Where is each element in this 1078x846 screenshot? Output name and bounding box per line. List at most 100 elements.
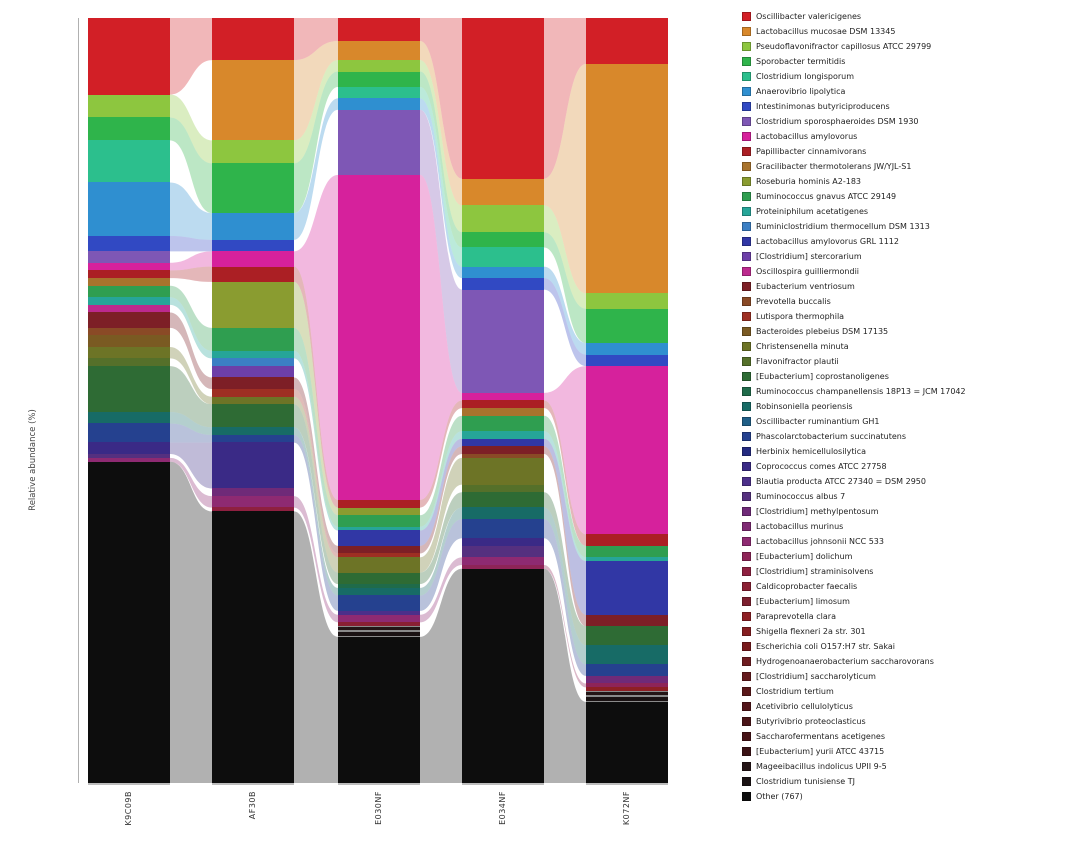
bar-baseline: [462, 783, 544, 785]
legend-label: Blautia producta ATCC 27340 = DSM 2950: [756, 477, 926, 486]
legend-item: Other (767): [742, 789, 966, 804]
bar-segment: [462, 289, 544, 393]
bar-baseline: [212, 783, 294, 785]
bar-E034NF: [462, 18, 544, 783]
legend-item: Lactobacillus mucosae DSM 13345: [742, 24, 966, 39]
bar-segment: [212, 434, 294, 443]
legend-item: Acetivibrio cellulolyticus: [742, 699, 966, 714]
legend-swatch: [742, 27, 751, 36]
bar-segment: [586, 645, 668, 665]
bar-baseline: [88, 783, 170, 785]
bar-segment: [462, 457, 544, 485]
legend-label: Saccharofermentans acetigenes: [756, 732, 885, 741]
legend-swatch: [742, 267, 751, 276]
legend-swatch: [742, 297, 751, 306]
legend-label: Lactobacillus murinus: [756, 522, 844, 531]
bar-K9C09B: [88, 18, 170, 783]
legend-label: Hydrogenoanaerobacterium saccharovorans: [756, 657, 934, 666]
legend-swatch: [742, 87, 751, 96]
bar-segment: [462, 205, 544, 233]
bar-segment: [88, 94, 170, 118]
bar-segment: [586, 683, 668, 688]
bar-segment: [88, 453, 170, 458]
bar-segment: [88, 251, 170, 263]
bar-segment: [338, 71, 420, 87]
legend-swatch: [742, 282, 751, 291]
legend-item: Shigella flexneri 2a str. 301: [742, 624, 966, 639]
bar-segment: [462, 438, 544, 447]
legend-swatch: [742, 717, 751, 726]
bar-segment: [88, 346, 170, 359]
bar-segment: [212, 266, 294, 282]
bar-segment: [212, 18, 294, 61]
legend-swatch: [742, 387, 751, 396]
legend-label: Ruminococcus albus 7: [756, 492, 846, 501]
legend-swatch: [742, 447, 751, 456]
bar-segment: [338, 526, 420, 531]
bar-segment: [88, 358, 170, 366]
legend-item: Herbinix hemicellulosilytica: [742, 444, 966, 459]
bar-segment: [212, 488, 294, 496]
legend-item: [Eubacterium] yurii ATCC 43715: [742, 744, 966, 759]
bar-baseline: [586, 783, 668, 785]
legend-swatch: [742, 147, 751, 156]
legend-label: Sporobacter termitidis: [756, 57, 846, 66]
bar-segment: [338, 18, 420, 41]
bar-segment: [338, 98, 420, 110]
bar-segment: [88, 365, 170, 412]
bar-segment: [338, 572, 420, 584]
bar-segment: [462, 568, 544, 783]
legend-label: Oscillospira guilliermondii: [756, 267, 860, 276]
bar-segment: [462, 507, 544, 519]
bar-segment: [462, 538, 544, 546]
bar-segment: [88, 304, 170, 313]
bar-AF30B: [212, 18, 294, 783]
bar-segment: [212, 213, 294, 240]
bar-segment: [338, 86, 420, 99]
legend-label: [Eubacterium] coprostanoligenes: [756, 372, 889, 381]
legend-swatch: [742, 552, 751, 561]
bar-segment: [88, 270, 170, 279]
legend-item: Lactobacillus murinus: [742, 519, 966, 534]
bar-K072NF: [586, 18, 668, 783]
bar-segment: [586, 691, 668, 697]
legend-item: [Clostridium] stercorarium: [742, 249, 966, 264]
bar-segment: [88, 117, 170, 141]
legend-label: Roseburia hominis A2-183: [756, 177, 861, 186]
legend-swatch: [742, 567, 751, 576]
bar-segment: [462, 453, 544, 458]
legend-item: Christensenella minuta: [742, 339, 966, 354]
bar-segment: [338, 499, 420, 508]
legend-swatch: [742, 672, 751, 681]
legend-item: [Eubacterium] limosum: [742, 594, 966, 609]
bar-segment: [586, 687, 668, 692]
bar-segment: [338, 507, 420, 516]
bar-segment: [212, 365, 294, 378]
bar-segment: [212, 327, 294, 351]
legend-label: [Clostridium] stercorarium: [756, 252, 862, 261]
bar-segment: [462, 431, 544, 439]
legend-swatch: [742, 492, 751, 501]
x-tick-label: K9C09B: [124, 791, 133, 826]
legend-swatch: [742, 417, 751, 426]
legend-label: Lactobacillus mucosae DSM 13345: [756, 27, 896, 36]
legend-label: Eubacterium ventriosum: [756, 282, 855, 291]
legend-item: Flavonifractor plautii: [742, 354, 966, 369]
bar-segment: [462, 557, 544, 565]
legend-label: Intestinimonas butyriciproducens: [756, 102, 890, 111]
bar-segment: [88, 285, 170, 298]
bar-segment: [212, 396, 294, 405]
y-axis-label: Relative abundance (%): [28, 409, 38, 511]
bar-segment: [338, 545, 420, 554]
legend-label: Ruminococcus champanellensis 18P13 = JCM…: [756, 387, 966, 396]
legend-label: Robinsoniella peoriensis: [756, 402, 853, 411]
legend-item: Anaerovibrio lipolytica: [742, 84, 966, 99]
plot-area: Relative abundance (%) 100806040200K9C09…: [28, 18, 668, 826]
bar-segment: [586, 534, 668, 546]
bar-segment: [338, 583, 420, 588]
bar-segment: [88, 335, 170, 347]
bar-segment: [586, 18, 668, 64]
legend-item: Lactobacillus amylovorus GRL 1112: [742, 234, 966, 249]
bar-segment: [338, 40, 420, 61]
bar-segment: [586, 561, 668, 615]
